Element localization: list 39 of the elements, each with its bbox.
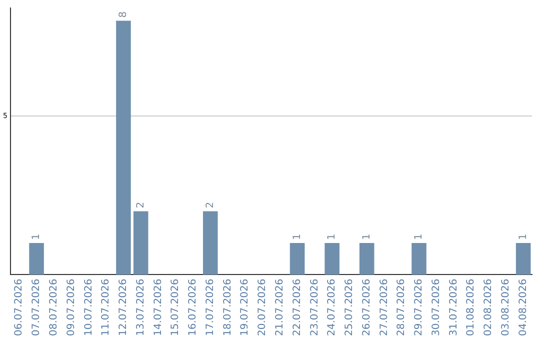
x-tick-label: 31.07.2026 — [448, 278, 460, 336]
x-tick-label: 08.07.2026 — [48, 278, 60, 336]
x-tick-label: 11.07.2026 — [100, 278, 112, 336]
x-tick-label: 03.08.2026 — [500, 278, 512, 336]
x-tick-label: 13.07.2026 — [135, 278, 146, 336]
x-tick-label: 14.07.2026 — [152, 278, 164, 336]
x-tick-label: 23.07.2026 — [309, 278, 320, 336]
x-tick-label: 29.07.2026 — [414, 278, 425, 336]
x-tick-label: 04.08.2026 — [518, 278, 529, 336]
x-tick-label: 12.07.2026 — [118, 278, 130, 336]
x-tick-label: 20.07.2026 — [257, 278, 268, 336]
x-tick-label: 01.08.2026 — [466, 278, 477, 336]
x-tick-label: 07.07.2026 — [31, 278, 42, 336]
x-tick-label: 30.07.2026 — [430, 278, 442, 336]
x-tick-label: 22.07.2026 — [292, 278, 303, 336]
x-tick-label: 25.07.2026 — [344, 278, 356, 336]
x-tick-label: 02.08.2026 — [483, 278, 494, 336]
data-label: 1 — [518, 234, 529, 240]
x-tick-label: 16.07.2026 — [188, 278, 199, 336]
x-tick-label: 24.07.2026 — [326, 278, 338, 336]
x-tick-label: 28.07.2026 — [396, 278, 408, 336]
x-tick-label: 18.07.2026 — [222, 278, 234, 336]
data-label: 1 — [31, 234, 42, 240]
data-label: 1 — [414, 234, 425, 240]
x-tick-label: 06.07.2026 — [14, 278, 25, 336]
data-label: 1 — [326, 234, 338, 240]
x-tick-label: 26.07.2026 — [361, 278, 372, 336]
data-label: 2 — [204, 202, 216, 208]
x-tick-label: 17.07.2026 — [204, 278, 216, 336]
data-label: 1 — [292, 234, 303, 240]
data-label: 8 — [118, 11, 130, 18]
data-label: 1 — [361, 234, 372, 240]
x-tick-label: 09.07.2026 — [66, 278, 77, 336]
data-label: 2 — [135, 202, 146, 208]
x-tick-label: 15.07.2026 — [170, 278, 182, 336]
x-tick-label: 27.07.2026 — [378, 278, 390, 336]
x-tick-label: 19.07.2026 — [240, 278, 251, 336]
x-tick-label: 10.07.2026 — [83, 278, 94, 336]
x-tick-label: 21.07.2026 — [274, 278, 286, 336]
